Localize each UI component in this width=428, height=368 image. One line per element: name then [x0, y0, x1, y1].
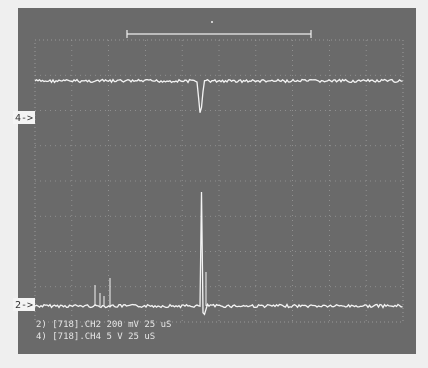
channel-marker: 4-> — [15, 113, 33, 124]
dot — [211, 21, 213, 23]
channel-marker: 2-> — [15, 300, 33, 311]
screen — [18, 8, 416, 354]
oscilloscope-screenshot: 4-> 2-> 2) [718].CH2 200 mV 25 uS 4) [71… — [0, 0, 428, 368]
readout: 2) [718].CH2 200 mV 25 uS — [36, 320, 171, 330]
page: 4-> 2-> 2) [718].CH2 200 mV 25 uS 4) [71… — [0, 0, 428, 368]
readout: 4) [718].CH4 5 V 25 uS — [36, 332, 155, 342]
